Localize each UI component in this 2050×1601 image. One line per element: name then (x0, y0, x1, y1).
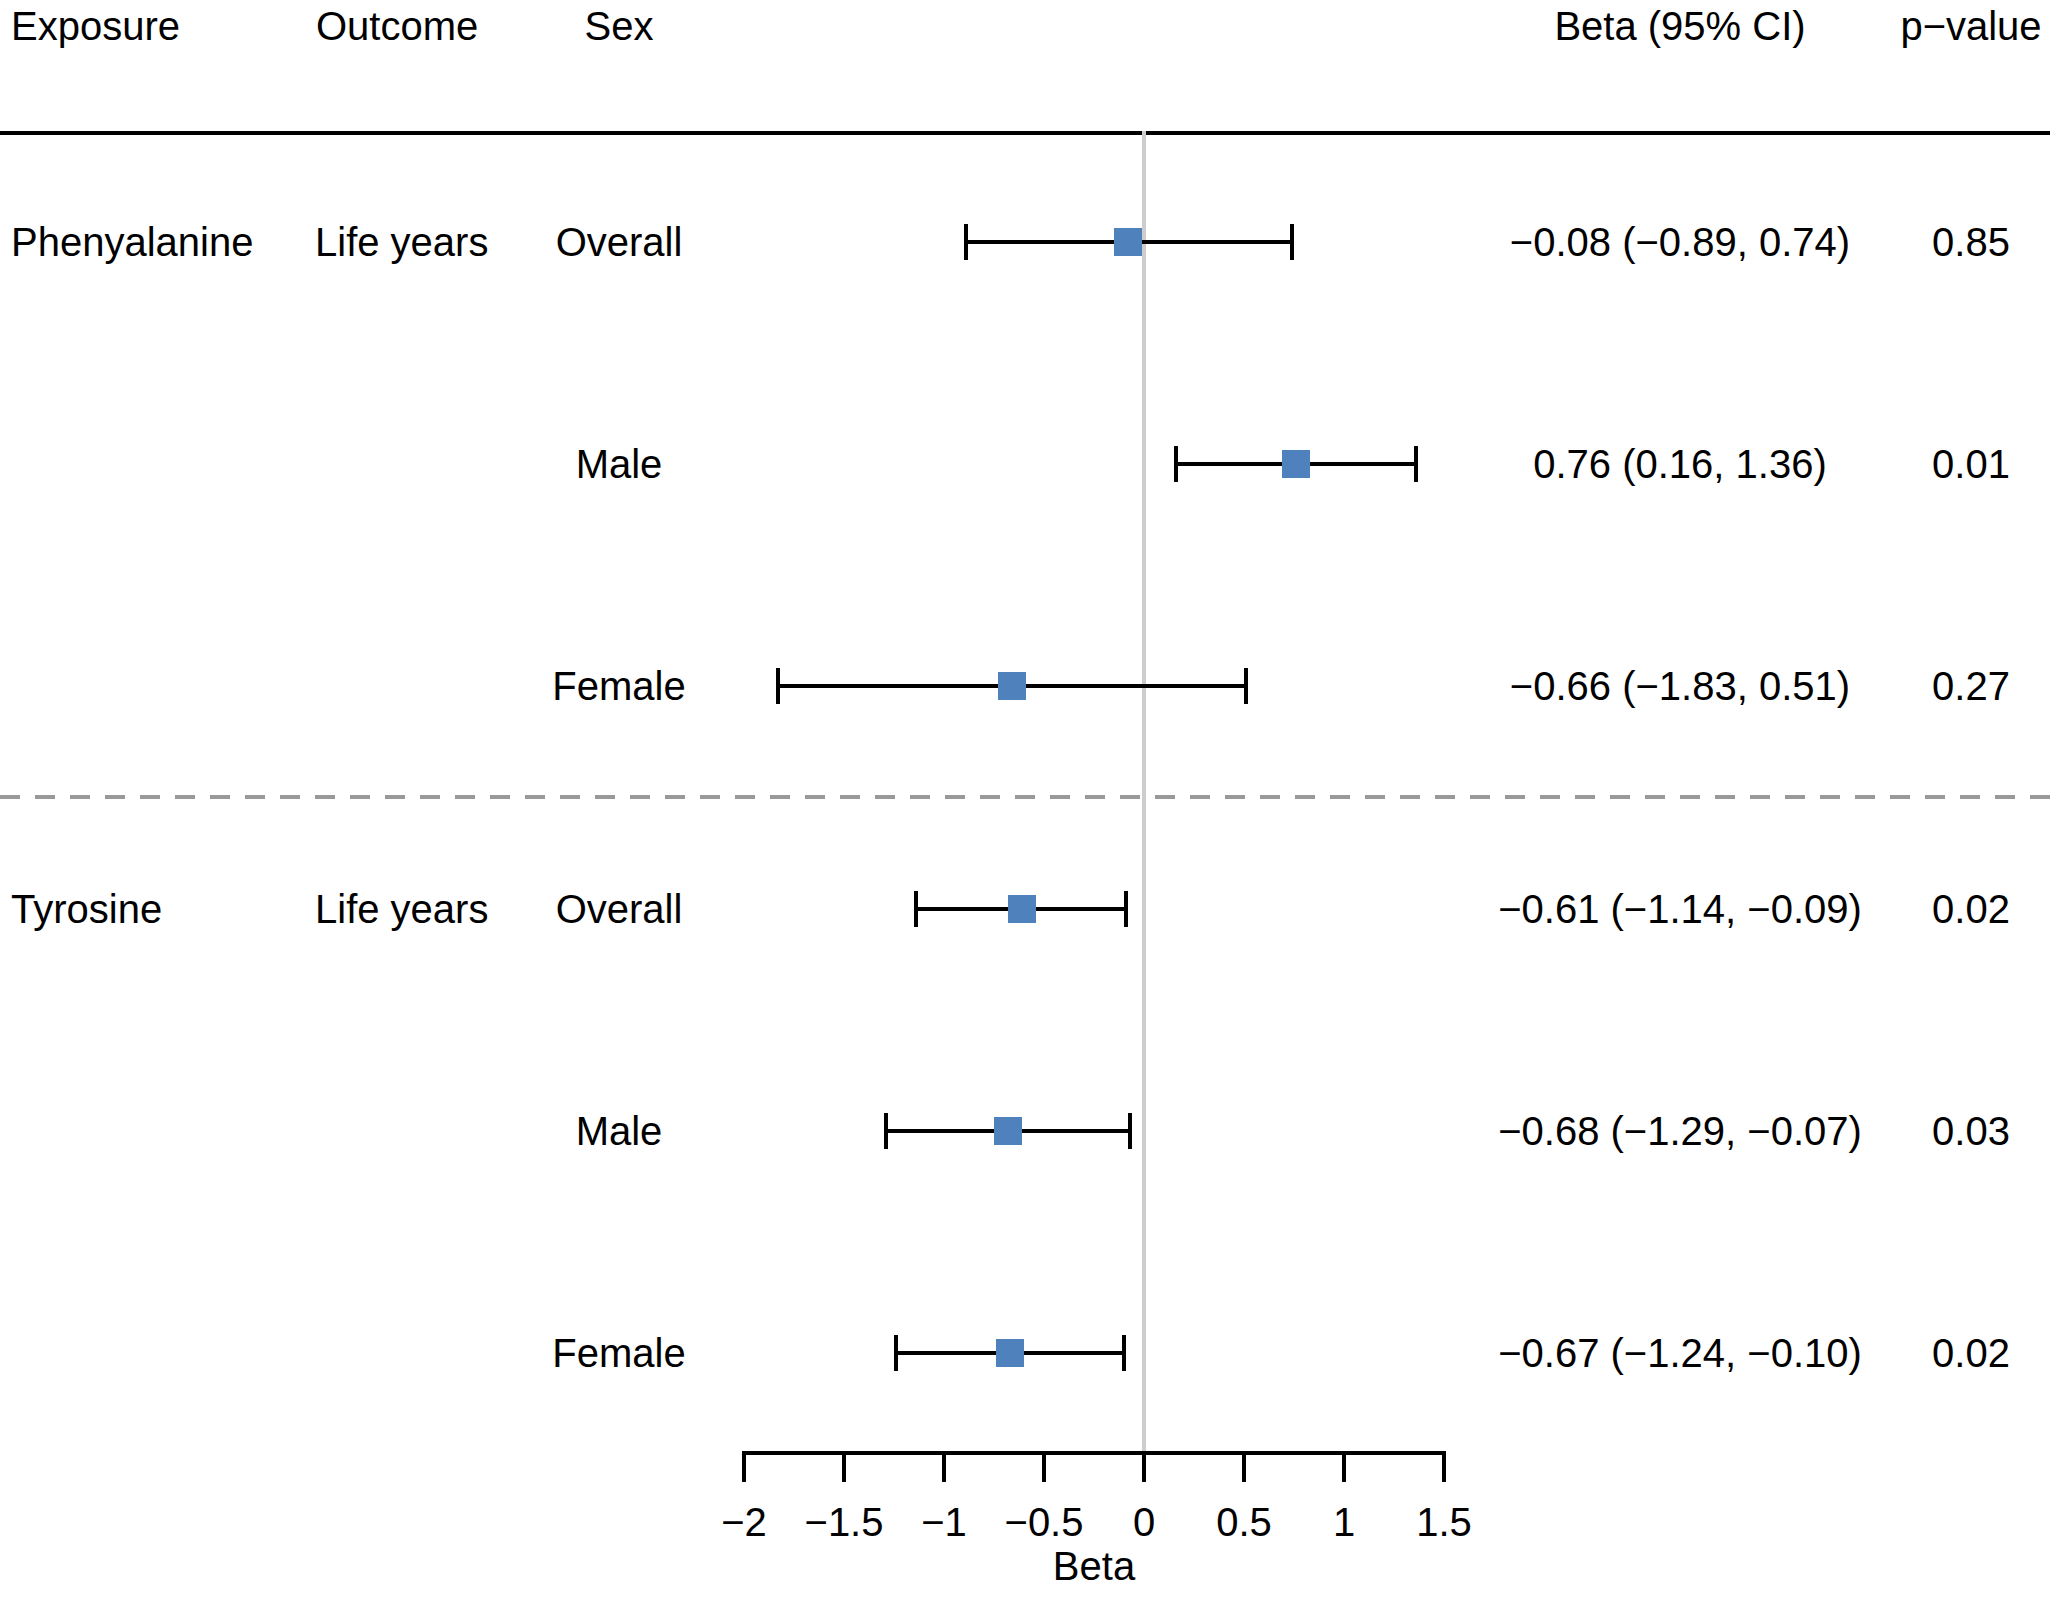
p-value-cell: 0.27 (1932, 664, 2010, 709)
x-axis-tick-label: 1 (1333, 1500, 1355, 1545)
x-axis-tick-label: −1.5 (805, 1500, 884, 1545)
x-axis-title: Beta (1053, 1544, 1135, 1589)
x-axis-line (742, 1451, 1446, 1455)
sex-cell: Male (576, 442, 663, 487)
p-value-column-header: p−value (1900, 4, 2041, 49)
beta-ci-cell: −0.61 (−1.14, −0.09) (1498, 887, 1862, 932)
sex-cell: Female (552, 664, 685, 709)
p-value-cell: 0.02 (1932, 887, 2010, 932)
outcome-column-header: Outcome (316, 4, 478, 49)
x-axis-tick-label: 0 (1133, 1500, 1155, 1545)
beta-ci-cell: −0.67 (−1.24, −0.10) (1498, 1331, 1862, 1376)
ci-cap-left (914, 891, 918, 927)
sex-column-header: Sex (585, 4, 654, 49)
x-axis-tick (742, 1451, 746, 1482)
ci-cap-left (776, 668, 780, 704)
sex-cell: Overall (556, 220, 683, 265)
sex-cell: Male (576, 1109, 663, 1154)
ci-cap-right (1124, 891, 1128, 927)
ci-cap-left (1174, 446, 1178, 482)
x-axis-tick-label: 1.5 (1416, 1500, 1472, 1545)
ci-cap-left (884, 1113, 888, 1149)
beta-point-marker (1282, 450, 1310, 478)
x-axis-tick (1142, 1451, 1146, 1482)
ci-cap-right (1414, 446, 1418, 482)
exposure-column-header: Exposure (11, 4, 180, 49)
sex-cell: Female (552, 1331, 685, 1376)
header-rule (0, 131, 2050, 135)
exposure-cell: Tyrosine (11, 887, 162, 932)
ci-cap-left (894, 1335, 898, 1371)
beta-ci-column-header: Beta (95% CI) (1554, 4, 1805, 49)
x-axis-tick (1042, 1451, 1046, 1482)
p-value-cell: 0.01 (1932, 442, 2010, 487)
beta-ci-cell: 0.76 (0.16, 1.36) (1533, 442, 1827, 487)
outcome-cell: Life years (315, 887, 488, 932)
ci-cap-right (1122, 1335, 1126, 1371)
x-axis-tick (1342, 1451, 1346, 1482)
x-axis-tick-label: 0.5 (1216, 1500, 1272, 1545)
x-axis-tick (842, 1451, 846, 1482)
beta-point-marker (1114, 228, 1142, 256)
beta-ci-cell: −0.68 (−1.29, −0.07) (1498, 1109, 1862, 1154)
beta-point-marker (1008, 895, 1036, 923)
zero-reference-line (1142, 131, 1146, 1455)
ci-cap-right (1128, 1113, 1132, 1149)
ci-cap-right (1244, 668, 1248, 704)
x-axis-tick (1242, 1451, 1246, 1482)
forest-plot-figure: Exposure Outcome Sex Beta (95% CI) p−val… (0, 0, 2050, 1601)
beta-point-marker (994, 1117, 1022, 1145)
beta-ci-cell: −0.08 (−0.89, 0.74) (1510, 220, 1850, 265)
beta-point-marker (996, 1339, 1024, 1367)
x-axis-tick-label: −2 (721, 1500, 767, 1545)
x-axis-tick (1442, 1451, 1446, 1482)
beta-ci-cell: −0.66 (−1.83, 0.51) (1510, 664, 1850, 709)
x-axis-tick (942, 1451, 946, 1482)
p-value-cell: 0.02 (1932, 1331, 2010, 1376)
exposure-cell: Phenyalanine (11, 220, 253, 265)
ci-cap-right (1290, 224, 1294, 260)
p-value-cell: 0.85 (1932, 220, 2010, 265)
outcome-cell: Life years (315, 220, 488, 265)
x-axis-tick-label: −0.5 (1005, 1500, 1084, 1545)
x-axis-tick-label: −1 (921, 1500, 967, 1545)
group-separator-line (0, 795, 2050, 799)
ci-cap-left (964, 224, 968, 260)
beta-point-marker (998, 672, 1026, 700)
sex-cell: Overall (556, 887, 683, 932)
p-value-cell: 0.03 (1932, 1109, 2010, 1154)
